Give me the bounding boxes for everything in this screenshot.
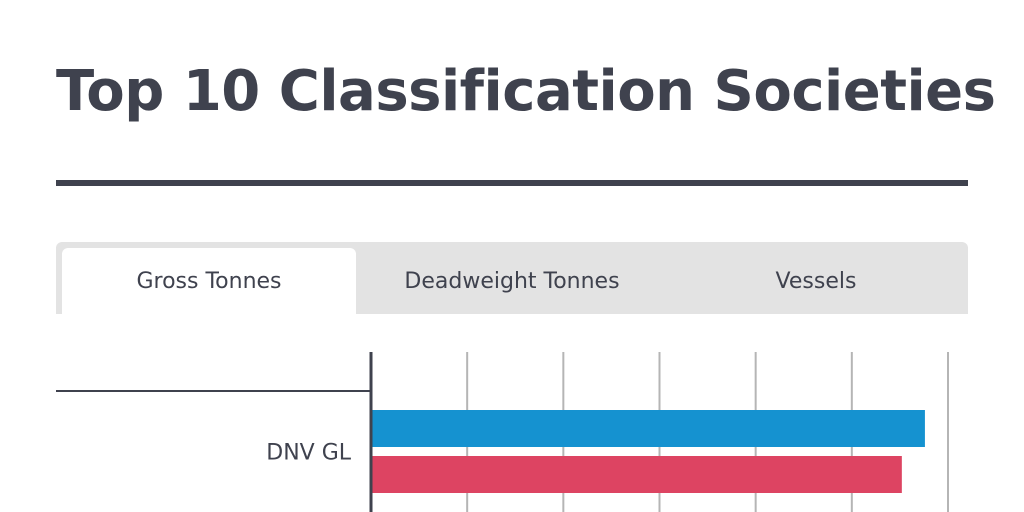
tab-deadweight-tonnes[interactable]: Deadweight Tonnes xyxy=(404,268,620,294)
tab-gross-tonnes[interactable]: Gross Tonnes xyxy=(62,248,356,314)
title-divider xyxy=(56,180,968,186)
bar-series-1 xyxy=(371,410,925,447)
metric-tab-bar: Gross Tonnes Deadweight Tonnes Vessels xyxy=(56,242,968,314)
category-label: DNV GL xyxy=(266,441,351,466)
page-title: Top 10 Classification Societies xyxy=(56,59,996,124)
bar-series-2 xyxy=(371,456,902,493)
tab-vessels[interactable]: Vessels xyxy=(775,268,857,294)
